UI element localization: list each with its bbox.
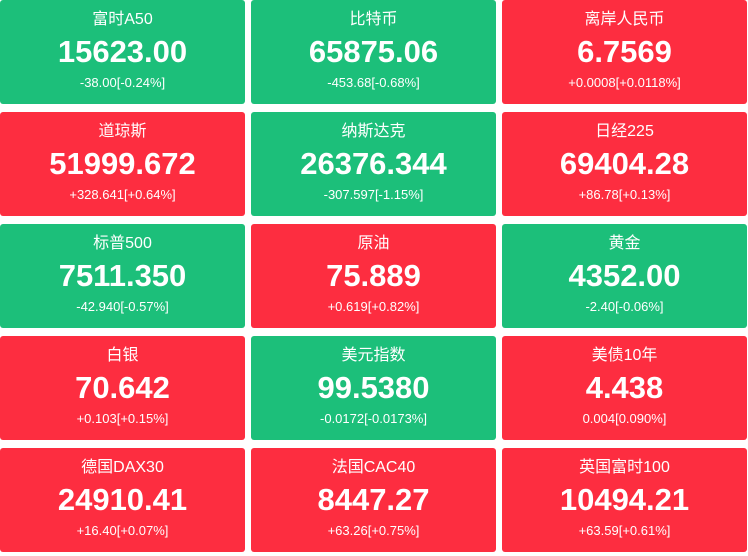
quote-change: +328.641[+0.64%] <box>69 187 176 202</box>
quote-change: 0.004[0.090%] <box>582 411 667 426</box>
quote-name: 日经225 <box>595 123 654 140</box>
quote-name: 美债10年 <box>591 347 658 364</box>
quote-name: 标普500 <box>93 235 152 252</box>
quote-tile[interactable]: 离岸人民币 6.7569 +0.0008[+0.0118%] <box>502 0 747 104</box>
quote-name: 美元指数 <box>341 347 406 364</box>
quote-change: +63.59[+0.61%] <box>578 523 671 538</box>
quote-tile[interactable]: 美元指数 99.5380 -0.0172[-0.0173%] <box>251 336 496 440</box>
quote-tile[interactable]: 英国富时100 10494.21 +63.59[+0.61%] <box>502 448 747 552</box>
quote-name: 离岸人民币 <box>584 11 665 28</box>
quote-change: -42.940[-0.57%] <box>76 299 169 314</box>
quote-price: 6.7569 <box>577 34 672 69</box>
quote-tile[interactable]: 白银 70.642 +0.103[+0.15%] <box>0 336 245 440</box>
quote-tile[interactable]: 富时A50 15623.00 -38.00[-0.24%] <box>0 0 245 104</box>
quote-change: -38.00[-0.24%] <box>79 75 166 90</box>
quote-price: 8447.27 <box>317 482 430 517</box>
quote-name: 原油 <box>357 235 390 252</box>
quote-price: 26376.344 <box>300 146 447 181</box>
quote-tile[interactable]: 标普500 7511.350 -42.940[-0.57%] <box>0 224 245 328</box>
quote-change: +63.26[+0.75%] <box>327 523 420 538</box>
quote-tile[interactable]: 美债10年 4.438 0.004[0.090%] <box>502 336 747 440</box>
quote-price: 7511.350 <box>58 258 187 293</box>
quote-price: 69404.28 <box>559 146 690 181</box>
quote-name: 英国富时100 <box>579 459 670 476</box>
quote-name: 比特币 <box>349 11 398 28</box>
quote-change: +86.78[+0.13%] <box>578 187 671 202</box>
quote-name: 道琼斯 <box>98 123 147 140</box>
quote-name: 德国DAX30 <box>81 459 164 476</box>
quote-name: 法国CAC40 <box>331 459 416 476</box>
quote-change: -453.68[-0.68%] <box>327 75 420 90</box>
quote-change: +16.40[+0.07%] <box>76 523 169 538</box>
quote-name: 富时A50 <box>92 11 153 28</box>
quote-name: 纳斯达克 <box>341 123 406 140</box>
quote-tile[interactable]: 德国DAX30 24910.41 +16.40[+0.07%] <box>0 448 245 552</box>
quote-tile[interactable]: 道琼斯 51999.672 +328.641[+0.64%] <box>0 112 245 216</box>
quote-change: -307.597[-1.15%] <box>323 187 424 202</box>
quote-name: 白银 <box>106 347 139 364</box>
quote-price: 24910.41 <box>57 482 188 517</box>
quote-tile[interactable]: 法国CAC40 8447.27 +63.26[+0.75%] <box>251 448 496 552</box>
quote-price: 99.5380 <box>317 370 430 405</box>
quote-price: 75.889 <box>326 258 421 293</box>
quote-price: 10494.21 <box>559 482 690 517</box>
quote-price: 65875.06 <box>308 34 439 69</box>
quote-change: -2.40[-0.06%] <box>585 299 664 314</box>
quote-tile[interactable]: 纳斯达克 26376.344 -307.597[-1.15%] <box>251 112 496 216</box>
quote-price: 4352.00 <box>568 258 681 293</box>
quote-change: +0.619[+0.82%] <box>327 299 420 314</box>
quote-tile[interactable]: 比特币 65875.06 -453.68[-0.68%] <box>251 0 496 104</box>
quote-tile[interactable]: 黄金 4352.00 -2.40[-0.06%] <box>502 224 747 328</box>
quote-name: 黄金 <box>608 235 641 252</box>
quote-price: 4.438 <box>585 370 664 405</box>
quote-tile[interactable]: 日经225 69404.28 +86.78[+0.13%] <box>502 112 747 216</box>
quote-price: 15623.00 <box>57 34 188 69</box>
quote-price: 51999.672 <box>49 146 196 181</box>
quote-change: -0.0172[-0.0173%] <box>320 411 427 426</box>
quote-change: +0.103[+0.15%] <box>76 411 169 426</box>
quote-change: +0.0008[+0.0118%] <box>568 75 681 90</box>
quote-price: 70.642 <box>75 370 170 405</box>
quote-tile[interactable]: 原油 75.889 +0.619[+0.82%] <box>251 224 496 328</box>
